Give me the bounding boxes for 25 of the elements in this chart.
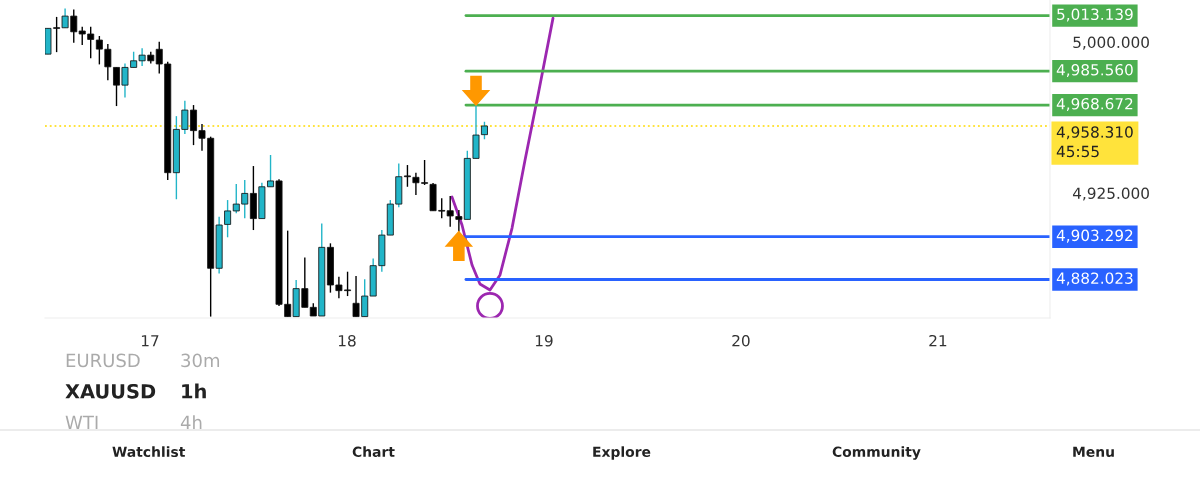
text: XAUUSD xyxy=(65,383,156,399)
data-label: 4,903.292 xyxy=(1056,229,1133,243)
x-tick-label: 18 xyxy=(338,334,356,347)
text: Menu xyxy=(1073,446,1114,458)
text: Explore xyxy=(593,446,651,460)
x-tick-label: 21 xyxy=(929,334,947,347)
text: Community xyxy=(832,446,921,460)
data-label: 4,968.672 xyxy=(1056,97,1133,112)
y-tick-label: 4,925.000 xyxy=(1072,187,1149,201)
candlestick xyxy=(403,164,411,188)
text: Chart xyxy=(352,446,395,458)
x-tick-label: 20 xyxy=(732,334,750,347)
data-label: 4,882.023 xyxy=(1056,272,1133,286)
data-label: 5,013.139 xyxy=(1057,8,1133,22)
y-tick-label: 5,000.000 xyxy=(1073,36,1149,50)
text: EURUSD xyxy=(66,353,140,368)
text: 30m xyxy=(181,353,220,368)
text: Watchlist xyxy=(112,446,186,458)
data-label: 4,985.560 xyxy=(1056,64,1133,78)
text: 1h xyxy=(182,383,206,399)
text: 4h xyxy=(180,415,202,429)
text: WTI xyxy=(65,415,98,429)
x-tick-label: 19 xyxy=(535,334,553,347)
x-tick-label: 17 xyxy=(141,335,159,347)
ref-line-label: 4,958.310 45:55 xyxy=(1056,126,1133,158)
